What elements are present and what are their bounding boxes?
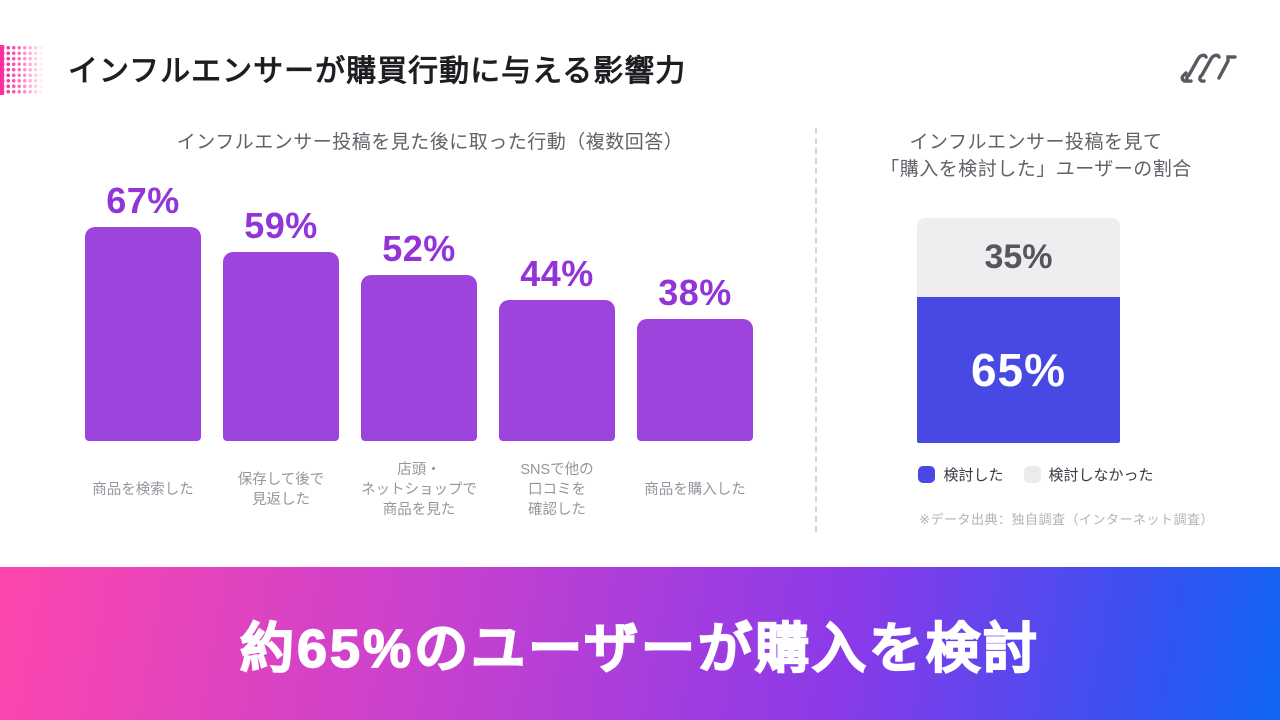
vertical-dashed-divider xyxy=(815,128,817,532)
halftone-pink-decoration xyxy=(0,45,44,95)
bar-slot: 44% xyxy=(499,253,615,441)
bar-category-label: 保存して後で 見返した xyxy=(237,471,325,508)
segment-not-considered: 35% xyxy=(917,218,1120,297)
bar-category-label: SNSで他の 口コミを 確認した xyxy=(520,461,594,519)
bar-value-label: 59% xyxy=(244,205,318,247)
bar xyxy=(223,252,339,441)
segment-considered: 65% xyxy=(917,296,1120,443)
data-source-note: ※データ出典：独自調査（インターネット調査） xyxy=(919,512,1214,527)
bar-chart: 67% 59% 52% 44% 38% xyxy=(85,168,755,441)
bar-slot: 59% xyxy=(223,205,339,441)
bar-category-label: 商品を購入した xyxy=(644,481,746,498)
bar-category-label: 店頭・ ネットショップで 商品を見た xyxy=(361,461,477,519)
bar-value-label: 44% xyxy=(520,253,594,295)
bar xyxy=(637,319,753,441)
bar xyxy=(499,300,615,441)
right-chart-title: インフルエンサー投稿を見て 「購入を検討した」ユーザーの割合 xyxy=(880,132,1192,180)
left-chart-title: インフルエンサー投稿を見た後に取った行動（複数回答） xyxy=(176,132,684,153)
bar-category-label: 商品を検索した xyxy=(92,481,194,498)
segment-considered-value: 65% xyxy=(970,343,1067,396)
stacked-bar: 35% 65% xyxy=(917,218,1120,443)
bar xyxy=(85,226,201,441)
bar-slot: 52% xyxy=(361,228,477,441)
legend-swatch-considered xyxy=(918,466,936,483)
bar-value-label: 67% xyxy=(106,179,180,221)
brand-logo-icon xyxy=(1180,53,1237,83)
banner-text: 約65%のユーザーが購入を検討 xyxy=(239,618,1040,680)
bar-slot: 67% xyxy=(85,180,201,441)
page-title: インフルエンサーが購買行動に与える影響力 xyxy=(68,55,687,88)
bar-chart-category-labels: 商品を検索した 保存して後で 見返した 店頭・ ネットショップで 商品を見た SNSで… xyxy=(85,452,755,528)
legend-swatch-not-considered xyxy=(1023,466,1041,483)
conclusion-banner: 約65%のユーザーが購入を検討 xyxy=(0,567,1280,720)
legend-label-considered: 検討した xyxy=(943,467,1004,484)
segment-not-considered-value: 35% xyxy=(984,237,1053,276)
legend: 検討した 検討しなかった xyxy=(840,464,1232,485)
bar-slot: 38% xyxy=(637,272,753,441)
legend-label-not-considered: 検討しなかった xyxy=(1048,467,1154,484)
bar-value-label: 52% xyxy=(382,227,456,269)
bar xyxy=(361,274,477,441)
bar-value-label: 38% xyxy=(658,272,732,314)
